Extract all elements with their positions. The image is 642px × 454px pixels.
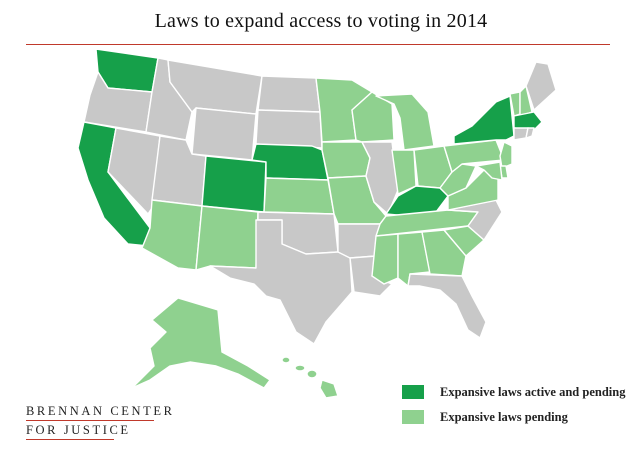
state-arizona[interactable] xyxy=(141,199,203,271)
state-north-dakota[interactable] xyxy=(257,75,321,113)
state-kansas[interactable] xyxy=(263,177,335,215)
state-south-dakota[interactable] xyxy=(255,109,323,149)
state-georgia[interactable] xyxy=(421,229,467,277)
state-rhode-island[interactable] xyxy=(525,127,535,139)
state-michigan[interactable] xyxy=(375,93,435,151)
state-wisconsin[interactable] xyxy=(351,91,395,143)
brennan-center-logo: BRENNAN CENTER FOR JUSTICE xyxy=(26,403,175,440)
state-massachusetts[interactable] xyxy=(513,111,543,131)
state-new-mexico[interactable] xyxy=(195,205,259,271)
map-legend: Expansive laws active and pending Expans… xyxy=(402,384,625,434)
logo-underline xyxy=(26,439,114,440)
state-maine[interactable] xyxy=(525,61,557,111)
state-alaska[interactable] xyxy=(131,297,271,389)
state-new-york[interactable] xyxy=(453,95,515,145)
legend-label-pending: Expansive laws pending xyxy=(440,409,568,424)
logo-divider xyxy=(26,420,154,421)
legend-item-pending: Expansive laws pending xyxy=(402,409,625,425)
state-hawaii[interactable] xyxy=(281,356,339,399)
state-texas[interactable] xyxy=(209,219,353,345)
legend-label-active-and-pending: Expansive laws active and pending xyxy=(440,384,626,399)
title-divider xyxy=(26,44,610,45)
state-nevada[interactable] xyxy=(107,127,161,215)
state-new-jersey[interactable] xyxy=(499,141,513,169)
logo-line-2: FOR JUSTICE xyxy=(26,423,131,437)
legend-item-active-and-pending: Expansive laws active and pending xyxy=(402,384,625,400)
map-title: Laws to expand access to voting in 2014 xyxy=(154,10,488,32)
legend-swatch-light-green xyxy=(402,410,424,424)
state-iowa[interactable] xyxy=(321,141,371,179)
legend-swatch-dark-green xyxy=(402,385,424,399)
state-mississippi[interactable] xyxy=(371,233,399,285)
state-maryland[interactable] xyxy=(475,161,503,181)
state-indiana[interactable] xyxy=(391,149,417,195)
state-florida[interactable] xyxy=(407,273,487,339)
state-wyoming[interactable] xyxy=(191,107,257,161)
logo-line-1: BRENNAN CENTER xyxy=(26,404,175,418)
state-colorado[interactable] xyxy=(201,155,267,213)
